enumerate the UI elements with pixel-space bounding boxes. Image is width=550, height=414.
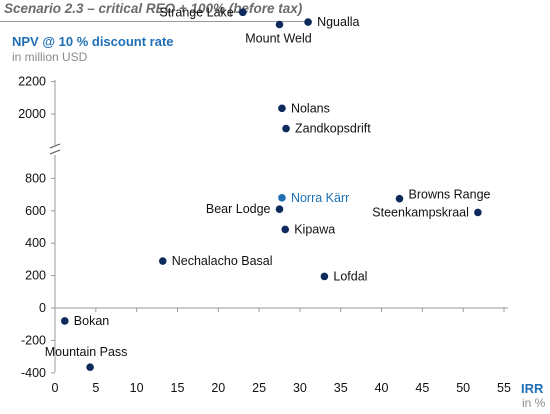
data-point <box>278 194 286 202</box>
x-tick-label: 10 <box>130 381 144 395</box>
data-point-label: Zandkopsdrift <box>295 122 371 136</box>
data-point-label: Mountain Pass <box>45 345 128 359</box>
data-point-label: Strange Lake <box>159 5 233 19</box>
title-divider <box>0 21 312 22</box>
y-axis-title: NPV @ 10 % discount rate <box>12 34 174 49</box>
data-point-label: Mount Weld <box>245 32 312 46</box>
data-point <box>474 208 482 217</box>
y-tick-label: -400 <box>21 366 46 380</box>
data-point-label: Browns Range <box>409 188 491 202</box>
y-axis-break-mark <box>49 143 61 149</box>
y-axis-unit: in million USD <box>12 50 88 64</box>
data-point <box>282 124 290 133</box>
data-point <box>395 194 404 203</box>
x-tick-label: 35 <box>334 381 348 395</box>
y-tick-label: 600 <box>25 204 46 218</box>
y-tick-label: 2200 <box>18 75 46 89</box>
x-tick-label: 40 <box>375 381 389 395</box>
data-point <box>238 8 247 17</box>
x-tick-label: 45 <box>415 381 429 395</box>
data-point-label: Lofdal <box>333 269 367 283</box>
y-tick-label: 0 <box>39 301 46 315</box>
y-tick-label: 800 <box>25 171 46 185</box>
data-point-label: Steenkampskraal <box>372 205 469 219</box>
y-tick-label: 2000 <box>18 107 46 121</box>
y-axis-break-mark <box>49 149 61 155</box>
data-point <box>60 317 69 325</box>
y-tick-label: -200 <box>21 333 46 347</box>
data-point <box>275 20 284 29</box>
data-point <box>304 18 312 26</box>
data-point-label: Nechalacho Basal <box>172 254 273 268</box>
data-point <box>320 272 329 281</box>
x-tick-label: 15 <box>171 381 185 395</box>
data-point-label: Bokan <box>74 314 109 328</box>
y-tick-label: 200 <box>25 269 46 283</box>
x-axis-title: IRR <box>521 381 544 396</box>
x-tick-label: 0 <box>52 381 59 395</box>
x-tick-label: 20 <box>211 381 225 395</box>
y-tick-label: 400 <box>25 236 46 250</box>
data-point <box>281 225 290 234</box>
data-point-label: Bear Lodge <box>206 202 271 216</box>
data-point <box>158 257 167 265</box>
x-tick-label: 30 <box>293 381 307 395</box>
x-tick-label: 50 <box>456 381 470 395</box>
data-point-label: Norra Kärr <box>291 191 349 205</box>
x-tick-label: 55 <box>497 381 511 395</box>
x-tick-label: 5 <box>92 381 99 395</box>
x-tick-label: 25 <box>252 381 266 395</box>
data-point <box>275 205 284 213</box>
scenario-title: Scenario 2.3 – critical REO + 100% (befo… <box>4 1 303 16</box>
data-point-label: Kipawa <box>294 222 335 236</box>
data-point-label: Nolans <box>291 101 330 115</box>
data-point <box>86 363 94 371</box>
data-point <box>278 104 286 113</box>
data-point-label: Ngualla <box>317 15 359 29</box>
x-axis-unit: in % <box>522 396 546 410</box>
